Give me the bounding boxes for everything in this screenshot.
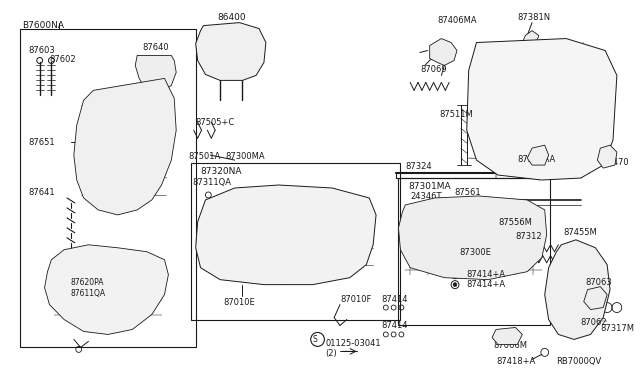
Text: 87511M: 87511M — [440, 110, 473, 119]
Bar — [399, 178, 550, 326]
Text: S: S — [312, 335, 317, 344]
Polygon shape — [597, 145, 617, 168]
Text: 87414: 87414 — [381, 321, 408, 330]
Text: 87611QA: 87611QA — [71, 289, 106, 298]
Text: 87320NA: 87320NA — [200, 167, 242, 176]
Text: 87501AA: 87501AA — [517, 155, 556, 164]
Polygon shape — [74, 78, 176, 215]
Bar — [20, 29, 196, 347]
Text: 87312: 87312 — [515, 232, 542, 241]
Text: 87324: 87324 — [405, 162, 432, 171]
Circle shape — [453, 283, 457, 286]
Text: 87301MA: 87301MA — [408, 182, 451, 191]
Polygon shape — [429, 39, 457, 65]
Polygon shape — [527, 145, 548, 165]
Text: 87066M: 87066M — [493, 341, 527, 350]
Text: 87418+A: 87418+A — [496, 357, 535, 366]
Text: 87556M: 87556M — [498, 218, 532, 227]
Text: 87010F: 87010F — [340, 295, 371, 304]
Polygon shape — [524, 31, 539, 45]
Polygon shape — [135, 55, 176, 92]
Polygon shape — [196, 185, 376, 285]
Text: 87414+A: 87414+A — [467, 270, 506, 279]
Text: 87603: 87603 — [28, 45, 55, 55]
Polygon shape — [196, 23, 266, 80]
Circle shape — [438, 211, 442, 215]
Text: 87406MA: 87406MA — [438, 16, 477, 25]
Text: 87505+C: 87505+C — [196, 118, 235, 127]
Text: 87414+A: 87414+A — [467, 280, 506, 289]
Text: 87455M: 87455M — [563, 228, 597, 237]
Circle shape — [453, 273, 457, 277]
Text: 87063: 87063 — [586, 278, 612, 287]
Text: 87010E: 87010E — [223, 298, 255, 307]
Circle shape — [438, 206, 442, 210]
Circle shape — [444, 211, 447, 215]
Bar — [191, 163, 401, 321]
Text: 24346T: 24346T — [410, 192, 442, 201]
Text: 87602: 87602 — [49, 55, 76, 64]
Polygon shape — [584, 78, 604, 100]
Text: RB7000QV: RB7000QV — [556, 357, 602, 366]
Text: 87651: 87651 — [28, 138, 54, 147]
Polygon shape — [584, 286, 607, 310]
Text: 87620PA: 87620PA — [71, 278, 104, 287]
Text: 87414: 87414 — [381, 295, 408, 304]
Text: 87501A: 87501A — [188, 152, 220, 161]
Polygon shape — [467, 39, 617, 180]
Text: 87062: 87062 — [581, 318, 607, 327]
Text: 86400: 86400 — [217, 13, 246, 22]
Text: 87470: 87470 — [602, 158, 629, 167]
Text: 87317M: 87317M — [600, 324, 634, 333]
Polygon shape — [492, 327, 522, 344]
Circle shape — [449, 206, 453, 210]
Polygon shape — [545, 240, 610, 339]
Text: (2): (2) — [325, 349, 337, 358]
Text: 87069: 87069 — [420, 65, 447, 74]
Circle shape — [449, 211, 453, 215]
Text: 87311QA: 87311QA — [193, 178, 232, 187]
Circle shape — [457, 260, 461, 264]
Text: 87300E: 87300E — [459, 248, 491, 257]
Text: 01125-03041: 01125-03041 — [325, 339, 381, 349]
Text: 87561: 87561 — [454, 188, 481, 197]
Polygon shape — [399, 196, 547, 280]
Text: 87300MA: 87300MA — [225, 152, 264, 161]
Circle shape — [444, 206, 447, 210]
Text: 87380: 87380 — [582, 65, 609, 74]
Text: 87640: 87640 — [142, 42, 169, 52]
Text: B7600NA: B7600NA — [22, 20, 64, 30]
Polygon shape — [45, 245, 168, 334]
Text: 87381N: 87381N — [517, 13, 550, 22]
Text: 87641: 87641 — [28, 188, 54, 197]
